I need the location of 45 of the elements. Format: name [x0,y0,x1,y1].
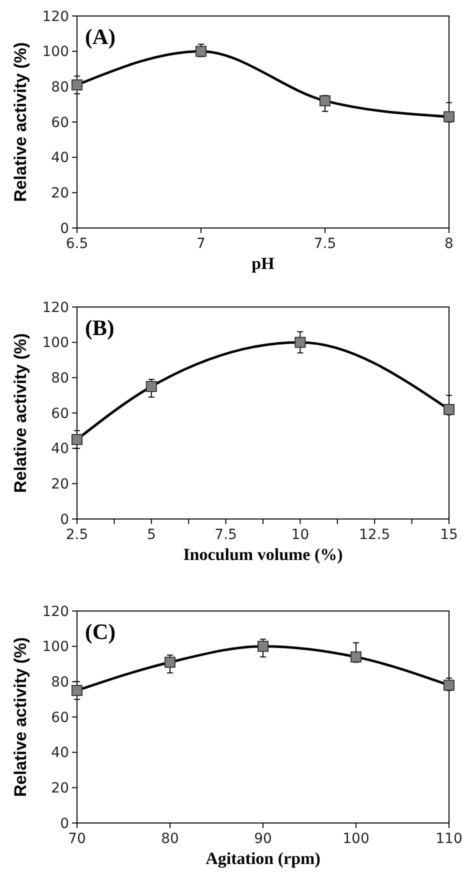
y-tick-label: 60 [51,114,69,131]
y-tick-label: 60 [51,406,69,422]
y-tick-label: 40 [51,745,69,762]
annotation: (A) [85,24,116,49]
y-tick-label: 100 [42,44,69,60]
x-tick-label: 70 [68,831,86,847]
y-tick-label: 120 [42,604,69,620]
y-tick-label: 40 [51,150,69,166]
x-axis-title: Agitation (rpm) [206,849,320,868]
x-tick-label: 110 [436,831,462,847]
y-tick-label: 0 [60,512,69,528]
y-tick-label: 20 [51,476,69,493]
y-tick-label: 120 [42,8,69,25]
y-tick-label: 100 [42,639,69,656]
x-tick-label: 12.5 [359,527,390,543]
x-axis-title: Inoculum volume (%) [183,545,343,564]
y-tick-label: 40 [51,441,69,458]
y-tick-label: 20 [51,780,69,797]
y-tick-label: 80 [51,80,69,96]
x-tick-label: 7 [196,236,206,252]
x-tick-label: 7.5 [214,527,237,543]
x-tick-label: 15 [440,527,458,543]
x-tick-label: 90 [254,831,272,847]
y-tick-label: 20 [51,186,69,202]
annotation: (B) [85,315,114,340]
y-axis-title: Relative activity (%) [11,333,30,493]
y-tick-label: 0 [60,220,69,237]
x-tick-label: 5 [146,527,156,543]
y-tick-label: 80 [51,674,69,691]
x-tick-label: 2.5 [66,527,88,543]
x-tick-label: 10 [291,527,310,543]
x-tick-label: 6.5 [66,236,88,252]
y-axis-title: Relative activity (%) [11,42,30,202]
x-tick-label: 8 [444,236,454,252]
y-tick-label: 0 [60,816,69,832]
y-tick-label: 120 [42,300,69,316]
annotation: (C) [85,619,116,644]
y-tick-label: 80 [51,370,69,387]
x-tick-label: 7.5 [314,236,336,252]
y-axis-title: Relative activity (%) [11,637,30,797]
x-tick-label: 100 [342,831,370,847]
y-tick-label: 100 [42,335,69,352]
x-axis-title: pH [252,254,274,273]
y-tick-label: 60 [51,710,69,726]
x-tick-label: 80 [161,831,179,847]
